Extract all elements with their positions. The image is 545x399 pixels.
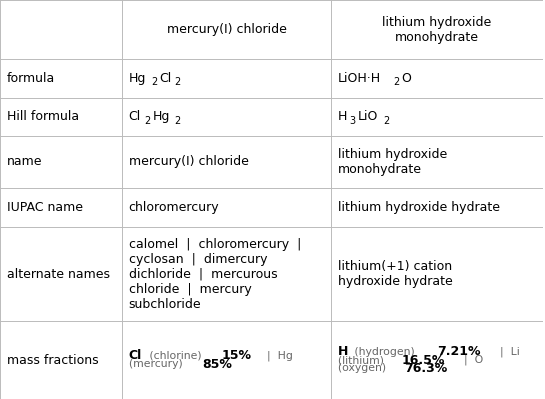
Text: 15%: 15% [222, 350, 252, 362]
Text: 2: 2 [384, 116, 390, 126]
Text: 16.5%: 16.5% [401, 354, 445, 367]
Text: 2: 2 [175, 77, 181, 87]
Text: 3: 3 [349, 116, 356, 126]
Text: LiOH·H: LiOH·H [337, 72, 380, 85]
Text: Cl: Cl [129, 110, 141, 123]
Text: (chlorine): (chlorine) [146, 351, 205, 361]
Text: 2: 2 [144, 116, 150, 126]
Text: formula: formula [7, 72, 55, 85]
Text: 76.3%: 76.3% [404, 362, 447, 375]
Text: |  Li: | Li [493, 346, 520, 357]
Text: (oxygen): (oxygen) [337, 363, 389, 373]
Text: chloromercury: chloromercury [129, 201, 219, 214]
Text: Cl: Cl [159, 72, 171, 85]
Text: (lithium): (lithium) [337, 355, 387, 365]
Text: mass fractions: mass fractions [7, 354, 98, 367]
Text: Hg: Hg [129, 72, 146, 85]
Text: |  O: | O [457, 355, 483, 365]
Text: |  Hg: | Hg [260, 351, 293, 361]
Text: lithium(+1) cation
hydroxide hydrate: lithium(+1) cation hydroxide hydrate [337, 260, 452, 288]
Text: H: H [337, 110, 347, 123]
Text: Hg: Hg [153, 110, 169, 123]
Text: 2: 2 [151, 77, 157, 87]
Text: mercury(I) chloride: mercury(I) chloride [167, 23, 287, 36]
Text: alternate names: alternate names [7, 268, 110, 280]
Text: 7.21%: 7.21% [437, 345, 481, 358]
Text: IUPAC name: IUPAC name [7, 201, 82, 214]
Text: Cl: Cl [129, 350, 142, 362]
Text: O: O [401, 72, 411, 85]
Text: 2: 2 [175, 116, 181, 126]
Text: name: name [7, 155, 42, 168]
Text: lithium hydroxide
monohydrate: lithium hydroxide monohydrate [337, 148, 447, 176]
Text: lithium hydroxide hydrate: lithium hydroxide hydrate [337, 201, 500, 214]
Text: 85%: 85% [202, 358, 232, 371]
Text: lithium hydroxide
monohydrate: lithium hydroxide monohydrate [382, 16, 492, 43]
Text: calomel  |  chloromercury  |
cyclosan  |  dimercury
dichloride  |  mercurous
chl: calomel | chloromercury | cyclosan | dim… [129, 237, 301, 310]
Text: Hill formula: Hill formula [7, 110, 78, 123]
Text: LiO: LiO [358, 110, 378, 123]
Text: 2: 2 [393, 77, 399, 87]
Text: (mercury): (mercury) [129, 359, 186, 369]
Text: mercury(I) chloride: mercury(I) chloride [129, 155, 249, 168]
Text: H: H [337, 345, 348, 358]
Text: (hydrogen): (hydrogen) [351, 347, 418, 357]
